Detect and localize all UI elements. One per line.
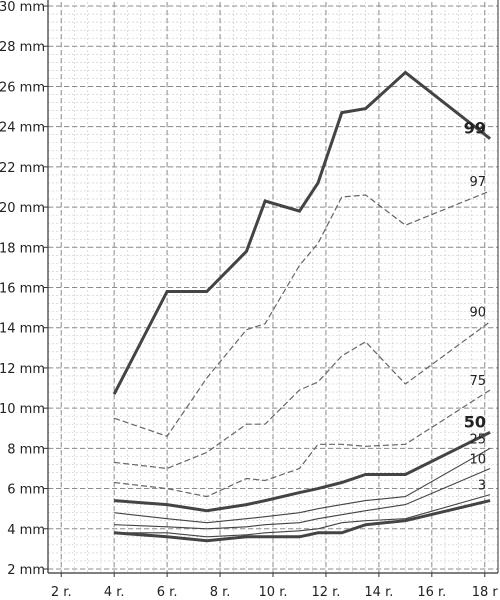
- x-tick-label: 8 r.: [210, 585, 231, 600]
- x-tick-label: 10 r.: [259, 585, 288, 600]
- series-line-min: [114, 499, 491, 543]
- x-tick-label: 2 r.: [51, 585, 72, 600]
- y-tick-labels: 2 mm 4 mm 6 mm 8 mm 10 mm 12 mm 14 mm 16 mm 18 m…: [0, 0, 48, 578]
- x-tick-labels: 2 r. 4 r. 6 r. 8 r. 10 r. 12 r. 14 r. 16 r. 18 r: [51, 573, 499, 600]
- y-tick-label: 14 mm: [0, 322, 45, 337]
- x-tick-label: 18 r: [472, 585, 499, 600]
- x-tick-label: 4 r.: [104, 585, 125, 600]
- series-label-99: 99: [464, 119, 486, 138]
- series-line-10: [114, 467, 491, 530]
- y-tick-label: 22 mm: [0, 161, 45, 176]
- y-tick-label: 16 mm: [0, 282, 45, 297]
- series-line-97: [114, 190, 491, 438]
- y-tick-label: 18 mm: [0, 241, 45, 256]
- series-label-90: 90: [470, 306, 487, 321]
- series-line-90: [114, 321, 491, 470]
- major-grid: [48, 2, 498, 573]
- series-lines: [112, 70, 492, 543]
- y-tick-label: 30 mm: [0, 0, 45, 15]
- y-tick-label: 28 mm: [0, 40, 45, 55]
- series-label-3: 3: [478, 479, 486, 494]
- y-tick-label: 10 mm: [0, 402, 45, 417]
- y-tick-label: 4 mm: [7, 523, 45, 538]
- x-tick-label: 16 r.: [417, 585, 446, 600]
- y-tick-label: 2 mm: [7, 563, 45, 578]
- series-label-25: 25: [470, 432, 487, 447]
- y-tick-label: 24 mm: [0, 121, 45, 136]
- x-tick-label: 6 r.: [157, 585, 178, 600]
- y-tick-label: 20 mm: [0, 201, 45, 216]
- series-line-25: [114, 447, 491, 524]
- y-tick-label: 6 mm: [7, 483, 45, 498]
- series-line-99: [112, 70, 492, 395]
- series-line-3: [114, 494, 491, 538]
- series-label-97: 97: [470, 175, 487, 190]
- y-tick-label: 26 mm: [0, 80, 45, 95]
- series-label-50: 50: [464, 412, 486, 431]
- series-label-75: 75: [470, 374, 487, 389]
- y-tick-label: 8 mm: [7, 442, 45, 457]
- x-tick-label: 14 r.: [364, 585, 393, 600]
- series-label-10: 10: [470, 452, 487, 467]
- x-tick-label: 12 r.: [311, 585, 340, 600]
- y-tick-label: 12 mm: [0, 362, 45, 377]
- series-line-75: [114, 389, 491, 498]
- series-line-50: [114, 430, 491, 513]
